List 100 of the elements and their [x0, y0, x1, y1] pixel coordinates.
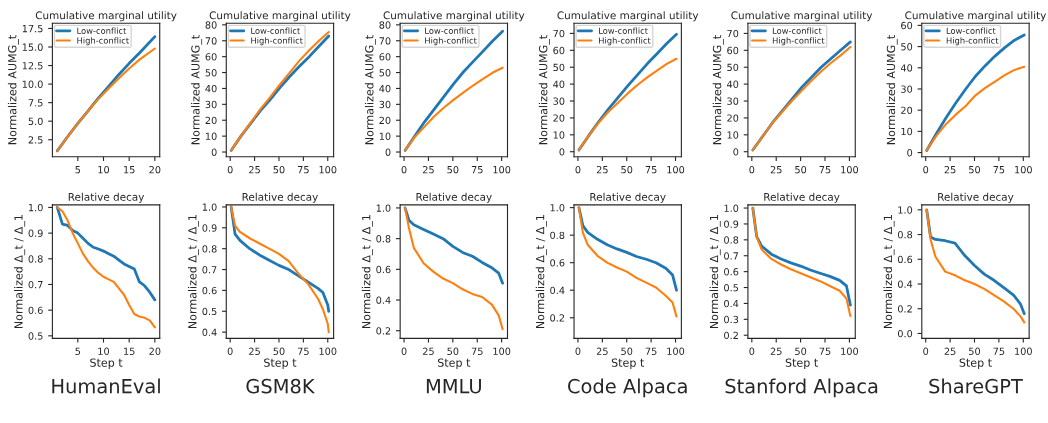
x-tick-label: 25 [422, 347, 434, 355]
y-tick-label: 0.6 [550, 259, 565, 267]
y-axis-title: Normalized Δ_t / Δ_1 [535, 215, 547, 329]
y-tick-label: 50 [727, 63, 739, 72]
y-tick-label: 5.0 [28, 117, 43, 126]
x-tick-label: 25 [944, 166, 956, 174]
x-tick-label: 100 [667, 166, 685, 174]
x-tick-label: 25 [596, 347, 608, 355]
x-tick-label: 25 [944, 347, 956, 355]
y-tick-label: 70 [553, 29, 565, 38]
x-tick-label: 15 [124, 347, 135, 355]
x-tick-label: 75 [993, 347, 1005, 355]
y-axis-title: Normalized AUMG_t [364, 35, 376, 145]
chart-title: Cumulative marginal utility [557, 11, 699, 22]
y-tick-label: 20 [379, 116, 391, 125]
x-tick-label: 25 [596, 166, 608, 174]
legend-label: High-conflict [599, 37, 651, 46]
y-tick-label: 0.8 [724, 236, 739, 244]
y-tick-label: 0.8 [376, 235, 391, 243]
x-tick-label: 0 [401, 166, 407, 174]
x-tick-label: 100 [1015, 347, 1032, 355]
y-tick-label: 0 [211, 148, 217, 156]
x-tick-label: 100 [841, 347, 859, 355]
y-tick-label: 40 [900, 64, 913, 72]
y-tick-label: 40 [379, 84, 391, 93]
y-tick-label: 0.2 [724, 331, 738, 340]
x-axis-title: Step t [611, 358, 645, 369]
text: Code Alpaca [568, 378, 687, 398]
x-tick-label: 25 [422, 166, 434, 174]
y-tick-label: 1.0 [550, 204, 565, 212]
y-tick-label: 0.4 [376, 296, 391, 304]
y-tick-label: 30 [379, 100, 391, 109]
text: GSM8K [246, 378, 316, 394]
y-tick-label: 0 [559, 148, 565, 156]
x-tick-label: 100 [319, 347, 337, 355]
x-tick-label: 50 [621, 166, 633, 174]
legend-label: Low-conflict [599, 27, 648, 34]
y-tick-label: 50 [901, 43, 913, 51]
y-tick-label: 0.2 [376, 327, 391, 335]
y-tick-label: 10 [379, 132, 391, 140]
y-tick-label: 0.2 [897, 305, 912, 313]
chart-title: Cumulative marginal utility [905, 11, 1047, 22]
x-tick-label: 75 [297, 347, 309, 355]
x-tick-label: 75 [819, 347, 831, 355]
y-tick-label: 10 [901, 127, 913, 136]
y-tick-label: 17.5 [22, 25, 43, 33]
y-tick-label: 10 [553, 131, 565, 139]
x-tick-label: 0 [749, 166, 755, 174]
text: HumanEval [52, 378, 160, 394]
text: MMLU [426, 379, 481, 394]
x-tick-label: 10 [98, 166, 110, 174]
x-tick-label: 50 [447, 347, 459, 355]
y-tick-label: 0.6 [28, 306, 43, 314]
chart-title: Cumulative marginal utility [35, 11, 177, 22]
y-tick-label: 0.8 [897, 231, 913, 239]
x-tick-label: 0 [401, 347, 407, 355]
x-tick-label: 25 [770, 166, 782, 174]
x-tick-label: 75 [471, 347, 483, 355]
legend-label: Low-conflict [77, 27, 127, 34]
chart-title: Relative decay [242, 192, 318, 203]
y-tick-label: 70 [379, 37, 391, 45]
legend-label: High-conflict [772, 37, 825, 46]
legend-label: Low-conflict [772, 27, 822, 34]
chart-title: Relative decay [416, 192, 492, 203]
y-tick-label: 0.5 [28, 332, 43, 340]
x-tick-label: 100 [493, 347, 511, 355]
y-tick-label: 0.0 [897, 329, 913, 338]
y-tick-label: 40 [727, 80, 739, 88]
chart-title: Relative decay [590, 192, 666, 203]
y-tick-label: 1.0 [376, 204, 391, 212]
y-axis-title: Normalized AUMG_t [7, 35, 19, 145]
y-tick-label: 0.6 [897, 255, 913, 264]
y-axis-title: Normalized Δ_t / Δ_1 [709, 215, 721, 329]
x-tick-label: 15 [124, 166, 135, 174]
y-tick-label: 10.0 [22, 80, 43, 88]
text: ShareGPT [929, 378, 1023, 394]
text: Stanford Alpaca [725, 378, 878, 398]
y-axis-title: Normalized Δ_t / Δ_1 [361, 215, 373, 329]
x-axis-title: Step t [785, 358, 818, 369]
y-tick-label: 50 [379, 69, 391, 77]
y-tick-label: 0.6 [376, 265, 391, 274]
x-tick-label: 0 [575, 166, 581, 174]
x-tick-label: 50 [273, 347, 285, 355]
y-tick-label: 70 [727, 29, 739, 38]
x-tick-label: 50 [969, 166, 981, 174]
x-tick-label: 75 [471, 166, 483, 174]
x-tick-label: 5 [75, 347, 81, 355]
x-tick-label: 50 [621, 347, 633, 355]
y-tick-label: 0.9 [28, 229, 43, 237]
x-tick-label: 100 [319, 166, 337, 174]
y-tick-label: 20 [205, 116, 217, 125]
y-tick-label: 2.5 [28, 136, 43, 144]
x-tick-label: 20 [149, 347, 161, 355]
x-tick-label: 50 [447, 166, 459, 174]
y-tick-label: 0.8 [202, 245, 217, 253]
y-axis-title: Normalized AUMG_t [538, 35, 550, 145]
y-tick-label: 1.0 [724, 204, 739, 212]
y-tick-label: 80 [379, 21, 391, 29]
y-tick-label: 60 [379, 53, 391, 61]
chart-title: Relative decay [764, 192, 840, 203]
